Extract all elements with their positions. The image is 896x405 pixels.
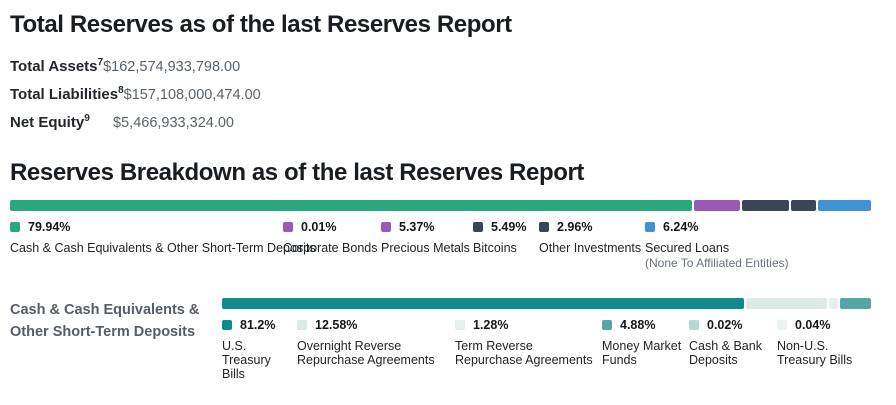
legend-top: 2.96% [539, 219, 645, 234]
legend-label: Secured Loans [645, 241, 730, 255]
legend-swatch [602, 319, 612, 330]
side-label-line-2: Other Short-Term Deposits [10, 324, 196, 340]
legend-top: 0.04% [777, 317, 871, 332]
legend-top: 0.02% [689, 317, 777, 332]
legend-item: 79.94% Cash & Cash Equivalents & Other S… [10, 219, 316, 270]
legend-percent: 2.96% [557, 219, 593, 234]
stat-footnote: 9 [84, 113, 90, 124]
stat-label: Total Assets7 [10, 57, 104, 75]
stat-row: Total Assets7 $162,574,933,798.00 [10, 57, 240, 76]
legend-label: Other Investments [539, 241, 642, 255]
legend-swatch [455, 319, 465, 330]
stat-value: $5,466,933,324.00 [113, 115, 234, 131]
legend-swatch [689, 319, 699, 330]
cash-breakdown-content: 81.2% U.S. Treasury Bills 12.58% Overnig… [222, 298, 871, 381]
legend-swatch [473, 221, 483, 232]
legend-item: 0.01% Corporate Bonds [283, 219, 381, 270]
legend-label: Money Market Funds [602, 339, 682, 367]
stat-row: Net Equity9 $5,466,933,324.00 [10, 113, 234, 132]
legend-label: Precious Metals [381, 241, 470, 255]
stat-label: Total Liabilities8 [10, 85, 124, 103]
legend-label: Cash & Bank Deposits [689, 339, 762, 367]
stat-value: $162,574,933,798.00 [103, 59, 241, 75]
legend-item: 6.24% Secured Loans (None To Affiliated … [645, 219, 871, 270]
breakdown-bar [10, 200, 872, 211]
bar-segment [222, 298, 745, 309]
legend-percent: 5.49% [491, 219, 527, 234]
bar-segment [10, 200, 692, 211]
legend-label: Corporate Bonds [283, 241, 378, 255]
breakdown-legend: 79.94% Cash & Cash Equivalents & Other S… [10, 219, 871, 270]
stat-footnote: 8 [118, 85, 124, 96]
legend-item: 5.37% Precious Metals [381, 219, 473, 270]
legend-label: Term Reverse Repurchase Agreements [455, 339, 593, 367]
legend-percent: 1.28% [473, 317, 509, 332]
cash-breakdown-bar [222, 298, 871, 309]
bar-segment [741, 200, 789, 211]
bar-segment [829, 298, 838, 309]
legend-top: 0.01% [283, 219, 381, 234]
legend-swatch [777, 319, 787, 330]
bar-segment [746, 298, 828, 309]
side-label-line-1: Cash & Cash Equivalents & [10, 302, 200, 318]
legend-item: 1.28% Term Reverse Repurchase Agreements [455, 317, 602, 381]
total-reserves-stats: Total Assets7 $162,574,933,798.00 Total … [10, 57, 261, 132]
bar-segment [693, 200, 740, 211]
bar-segment [790, 200, 816, 211]
legend-percent: 12.58% [315, 317, 358, 332]
legend-item: 5.49% Bitcoins [473, 219, 539, 270]
legend-label: Overnight Reverse Repurchase Agreements [297, 339, 435, 367]
legend-note: (None To Affiliated Entities) [645, 256, 789, 270]
stat-footnote: 7 [97, 57, 104, 68]
legend-item: 4.88% Money Market Funds [602, 317, 689, 381]
legend-label: Non-U.S. Treasury Bills [777, 339, 853, 367]
legend-top: 5.49% [473, 219, 539, 234]
legend-percent: 0.01% [301, 219, 337, 234]
legend-item: 12.58% Overnight Reverse Repurchase Agre… [297, 317, 455, 381]
legend-item: 0.02% Cash & Bank Deposits [689, 317, 777, 381]
legend-top: 81.2% [222, 317, 297, 332]
legend-swatch [539, 221, 549, 232]
legend-top: 12.58% [297, 317, 455, 332]
legend-percent: 5.37% [399, 219, 435, 234]
legend-swatch [10, 221, 20, 232]
legend-label: Bitcoins [473, 241, 517, 255]
bar-segment [839, 298, 871, 309]
cash-breakdown-section: Cash & Cash Equivalents & Other Short-Te… [10, 298, 871, 381]
legend-label: U.S. Treasury Bills [222, 339, 271, 381]
legend-percent: 4.88% [620, 317, 656, 332]
stat-value: $157,108,000,474.00 [123, 87, 261, 103]
legend-top: 4.88% [602, 317, 689, 332]
legend-label: Cash & Cash Equivalents & Other Short-Te… [10, 241, 316, 255]
legend-percent: 0.04% [795, 317, 831, 332]
legend-swatch [222, 319, 232, 330]
legend-item: 0.04% Non-U.S. Treasury Bills [777, 317, 871, 381]
stat-label: Net Equity9 [10, 113, 90, 131]
cash-breakdown-side-label: Cash & Cash Equivalents & Other Short-Te… [10, 298, 222, 381]
legend-swatch [297, 319, 307, 330]
legend-percent: 0.02% [707, 317, 743, 332]
reserves-report-page: Total Reserves as of the last Reserves R… [10, 11, 872, 381]
legend-swatch [381, 221, 391, 232]
cash-breakdown-legend: 81.2% U.S. Treasury Bills 12.58% Overnig… [222, 317, 871, 381]
legend-top: 6.24% [645, 219, 871, 234]
legend-item: 2.96% Other Investments [539, 219, 645, 270]
legend-top: 79.94% [10, 219, 283, 234]
reserves-breakdown-title: Reserves Breakdown as of the last Reserv… [10, 159, 584, 186]
legend-top: 5.37% [381, 219, 473, 234]
total-reserves-title: Total Reserves as of the last Reserves R… [10, 11, 512, 38]
legend-percent: 6.24% [663, 219, 699, 234]
legend-top: 1.28% [455, 317, 602, 332]
legend-item: 81.2% U.S. Treasury Bills [222, 317, 297, 381]
legend-swatch [645, 221, 655, 232]
legend-percent: 79.94% [28, 219, 71, 234]
stat-row: Total Liabilities8 $157,108,000,474.00 [10, 85, 261, 104]
legend-swatch [283, 221, 293, 232]
legend-percent: 81.2% [240, 317, 276, 332]
bar-segment [817, 200, 872, 211]
